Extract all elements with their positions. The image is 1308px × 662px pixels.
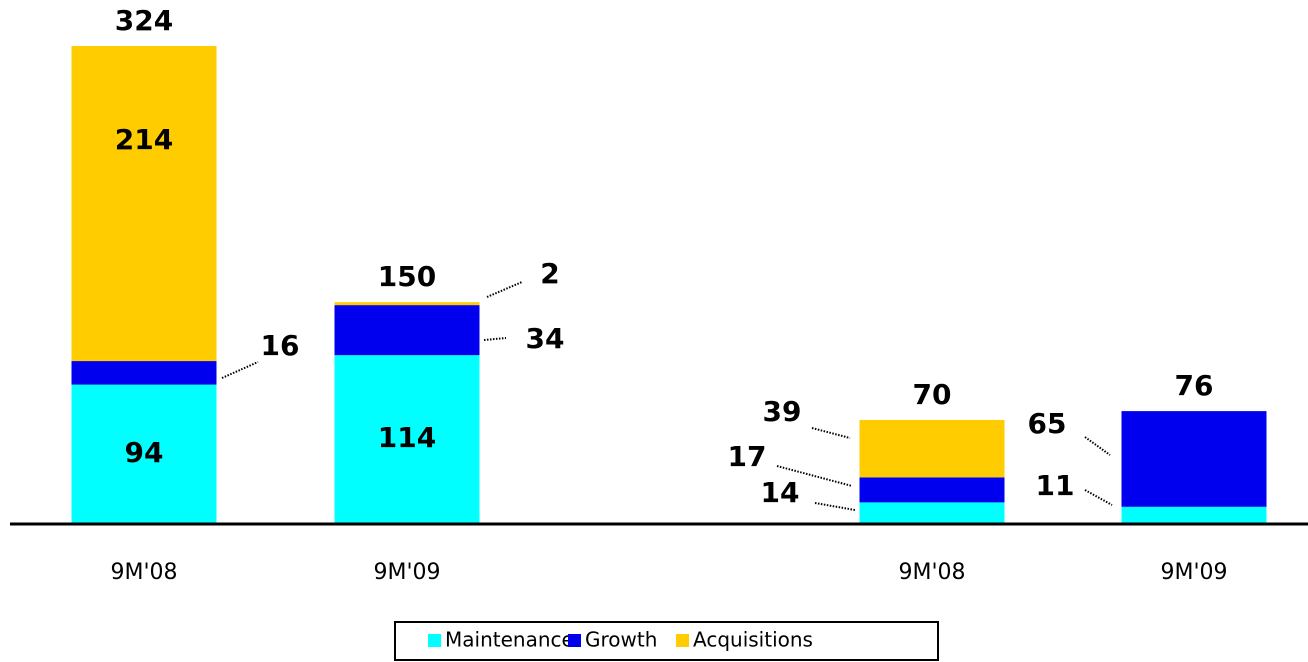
callout-line (1084, 436, 1111, 456)
callout-line (1084, 489, 1113, 506)
x-tick-label: 9M'08 (898, 560, 965, 585)
total-label: 324 (115, 4, 173, 37)
data-label: 11 (1036, 469, 1075, 502)
callout-line (814, 502, 856, 511)
legend-swatch (428, 634, 441, 647)
bar-segment (71, 361, 217, 385)
bar-segment (1121, 506, 1267, 523)
legend-swatch (676, 634, 689, 647)
data-label: 114 (378, 421, 436, 454)
data-label: 16 (261, 329, 300, 362)
total-label: 150 (378, 260, 436, 293)
bar-segment (859, 477, 1005, 503)
bar-segment (334, 302, 480, 306)
bar-segment (334, 355, 480, 523)
data-label: 17 (728, 440, 767, 473)
bar-segment (334, 305, 480, 356)
x-tick-label: 9M'08 (110, 560, 177, 585)
legend-box (394, 621, 939, 661)
callout-line (221, 361, 259, 379)
bar-segment (859, 419, 1005, 478)
data-label: 214 (115, 123, 173, 156)
data-label: 14 (761, 476, 800, 509)
legend-label: Growth (585, 628, 657, 652)
total-label: 70 (913, 378, 952, 411)
bar-segment (1121, 411, 1267, 507)
callout-line (486, 281, 523, 298)
data-label: 2 (540, 257, 559, 290)
legend-label: Acquisitions (693, 628, 813, 652)
data-label: 65 (1028, 407, 1067, 440)
callout-line (483, 337, 507, 341)
bar-segment (71, 384, 217, 523)
data-label: 94 (125, 436, 164, 469)
callout-line (776, 465, 853, 487)
bar-segment (859, 502, 1005, 523)
legend-label: Maintenance (445, 628, 574, 652)
legend-swatch (568, 634, 581, 647)
x-tick-label: 9M'09 (373, 560, 440, 585)
x-tick-label: 9M'09 (1160, 560, 1227, 585)
data-label: 39 (763, 395, 802, 428)
data-label: 34 (526, 322, 565, 355)
callout-line (811, 427, 851, 439)
bar-segment (71, 46, 217, 362)
total-label: 76 (1175, 369, 1214, 402)
